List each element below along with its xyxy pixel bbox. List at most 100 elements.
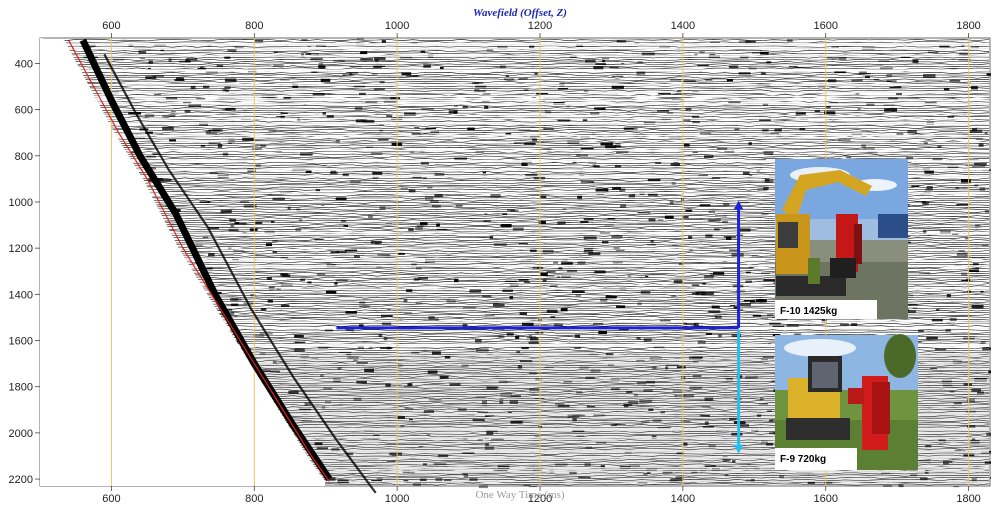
wavelet	[909, 469, 918, 472]
wavelet	[272, 240, 278, 242]
wavelet	[235, 222, 240, 225]
wavelet	[637, 61, 643, 63]
wavelet	[615, 249, 625, 251]
wavelet	[553, 324, 563, 327]
wavelet	[738, 302, 751, 306]
wavelet	[171, 111, 176, 113]
wavelet	[469, 478, 478, 481]
wavelet	[230, 225, 235, 227]
wavelet	[400, 425, 405, 428]
wavelet	[421, 108, 434, 111]
wavelet	[943, 460, 949, 465]
wavelet	[837, 139, 851, 141]
wavelet	[432, 351, 441, 355]
dropout-band	[41, 99, 989, 101]
trace-line	[40, 129, 990, 132]
wavelet	[398, 253, 405, 255]
wavelet	[139, 128, 149, 131]
wavelet	[499, 65, 506, 69]
wavelet	[300, 152, 313, 156]
wavelet	[475, 339, 482, 343]
wavelet	[371, 479, 382, 482]
wavelet	[585, 376, 595, 380]
wavelet	[359, 306, 371, 308]
wavelet	[611, 85, 624, 89]
trace-line	[40, 157, 990, 160]
wavelet	[176, 77, 184, 81]
wavelet	[577, 261, 586, 265]
wavelet	[305, 169, 312, 174]
wavelet	[330, 251, 339, 254]
wavelet	[509, 400, 518, 404]
wavelet	[323, 387, 333, 390]
wavelet	[372, 434, 380, 436]
x-tick-label-bottom: 1200	[528, 493, 552, 505]
trace-line	[40, 146, 990, 149]
wavelet	[949, 391, 955, 393]
wavelet	[901, 56, 911, 58]
wavelet	[416, 266, 422, 270]
wavelet	[750, 478, 755, 483]
wavelet	[637, 381, 646, 385]
wavelet	[372, 177, 379, 179]
wavelet	[614, 165, 622, 168]
y-tick-label: 2200	[9, 474, 33, 486]
wavelet	[505, 132, 512, 135]
wavelet	[356, 362, 368, 365]
wavelet	[321, 204, 325, 206]
wavelet	[523, 89, 529, 91]
wavelet	[587, 405, 595, 408]
wavelet	[681, 420, 691, 423]
wavelet	[333, 59, 345, 62]
wavelet	[764, 178, 770, 182]
wavelet	[407, 383, 413, 386]
wavelet	[766, 61, 772, 64]
trace-line	[40, 155, 990, 158]
wavelet	[624, 403, 629, 408]
wavelet	[705, 79, 713, 81]
wavelet	[234, 222, 247, 225]
wavelet	[544, 110, 552, 114]
wavelet	[704, 274, 714, 279]
wavelet	[270, 370, 280, 373]
wavelet	[685, 209, 693, 212]
wavelet	[729, 305, 736, 307]
wavelet	[761, 359, 768, 361]
wavelet	[188, 104, 202, 108]
wavelet	[861, 144, 867, 148]
wavelet	[670, 478, 683, 482]
wavelet	[612, 260, 623, 264]
wavelet	[649, 357, 662, 360]
wavelet	[767, 314, 774, 317]
dropout-band	[41, 55, 989, 57]
trace-line	[40, 41, 990, 44]
wavelet	[446, 300, 456, 303]
trace-line	[40, 45, 990, 48]
wavelet	[579, 174, 585, 176]
wavelet	[984, 132, 988, 135]
wavelet	[961, 279, 970, 282]
wavelet	[879, 67, 893, 71]
wavelet	[401, 72, 412, 76]
wavelet	[462, 473, 468, 475]
wavelet	[755, 299, 767, 303]
wavelet	[646, 380, 655, 384]
wavelet	[425, 127, 436, 129]
wavelet	[580, 147, 594, 150]
wavelet	[828, 79, 837, 83]
wavelet	[757, 188, 768, 191]
wavelet	[390, 97, 400, 101]
wavelet	[375, 242, 381, 245]
wavelet	[300, 278, 305, 281]
wavelet	[572, 414, 585, 417]
wavelet	[372, 73, 378, 75]
dropout-band	[41, 471, 989, 473]
wavelet	[633, 127, 638, 131]
wavelet	[965, 410, 976, 413]
wavelet	[718, 334, 722, 337]
wavelet	[152, 153, 159, 155]
wavelet	[697, 341, 706, 345]
wavelet	[349, 72, 353, 76]
wavelet	[413, 483, 421, 486]
wavelet	[423, 177, 427, 179]
